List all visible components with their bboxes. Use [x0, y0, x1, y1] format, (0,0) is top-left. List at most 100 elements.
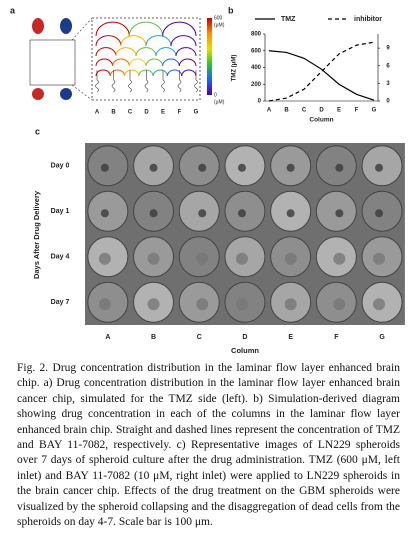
channel [135, 47, 157, 57]
spheroid [375, 209, 384, 218]
legend-label: inhibitor [354, 16, 382, 23]
channel [181, 69, 197, 77]
channel [145, 58, 164, 67]
channel [128, 21, 164, 37]
channel [128, 58, 147, 67]
column-label: A [95, 110, 100, 116]
spheroid [373, 252, 386, 265]
chamber [95, 79, 99, 93]
chamber [194, 79, 198, 93]
spheroid [286, 163, 295, 172]
panel-label: b [228, 5, 234, 15]
chamber [161, 79, 165, 93]
row-label: Day 4 [51, 254, 70, 261]
series-line [268, 41, 375, 102]
channel [162, 21, 197, 37]
x-tick-label: B [284, 108, 289, 114]
column-label: E [161, 110, 165, 116]
channel [95, 35, 122, 47]
y-tick-label: 800 [251, 32, 262, 38]
channel [178, 58, 197, 67]
row-label: Day 7 [51, 299, 70, 306]
y-axis-label: Days After Drug Delivery [32, 190, 41, 279]
colorbar-label: 600 [214, 15, 223, 21]
x-tick-label: A [267, 108, 272, 114]
spheroid [284, 252, 297, 265]
chip-diagram [29, 17, 212, 101]
y-axis-label: TMZ (μM) [232, 55, 238, 82]
spheroid [284, 298, 297, 311]
column-label: B [151, 334, 156, 341]
column-label: D [242, 334, 247, 341]
column-label: G [379, 334, 385, 341]
spheroid [198, 163, 207, 172]
zoom-line [71, 84, 93, 101]
spheroid [198, 209, 207, 218]
column-label: E [288, 334, 293, 341]
spheroid [286, 209, 295, 218]
spheroid [335, 209, 344, 218]
y-tick-label: 0 [258, 99, 262, 105]
channel [124, 69, 140, 77]
channel [175, 47, 197, 57]
spheroid [147, 298, 160, 311]
chamber [128, 79, 132, 93]
zoom-box [91, 17, 201, 101]
spheroid [149, 163, 158, 172]
column-label: F [178, 110, 182, 116]
inlet-right [60, 18, 72, 34]
outlet-right [60, 88, 72, 100]
spheroid [235, 298, 248, 311]
series-line [268, 50, 375, 101]
spheroid [98, 252, 111, 265]
spheroid [147, 252, 160, 265]
y-tick-label: 200 [251, 82, 262, 88]
y-tick-label: 600 [251, 48, 262, 54]
chamber [111, 79, 116, 93]
chamber [177, 79, 182, 93]
spheroid [196, 252, 209, 265]
x-tick-label: C [302, 108, 307, 114]
spheroid [237, 163, 246, 172]
spheroid [100, 163, 109, 172]
channel [95, 21, 130, 37]
y2-tick-label: 6 [386, 63, 390, 69]
spheroid [333, 298, 346, 311]
chamber [144, 79, 149, 93]
channel [95, 69, 111, 77]
colorbar-label: 0 [214, 92, 217, 98]
channel [112, 58, 130, 67]
outlet-left [32, 88, 44, 100]
y2-tick-label: 3 [386, 81, 390, 87]
spheroid [375, 163, 384, 172]
spheroid [98, 298, 111, 311]
chip-outline [29, 39, 76, 86]
row-label: Day 0 [51, 163, 70, 170]
panel-label: a [10, 5, 16, 15]
x-axis-label: Column [309, 117, 333, 124]
channel [170, 35, 197, 47]
x-tick-label: D [319, 108, 324, 114]
legend-label: TMZ [281, 16, 296, 23]
spheroid [373, 298, 386, 311]
column-label: A [105, 334, 110, 341]
channel [155, 47, 177, 57]
colorbar-label: (μM) [214, 99, 225, 105]
x-tick-label: G [372, 108, 377, 114]
y2-tick-label: 0 [386, 99, 390, 105]
x-tick-label: E [337, 108, 341, 114]
y2-tick-label: 9 [386, 46, 390, 52]
channel [115, 47, 137, 57]
column-label: C [197, 334, 202, 341]
channel [152, 69, 168, 77]
x-axis-label: Column [231, 346, 259, 355]
column-label: B [111, 110, 116, 116]
spheroid [235, 252, 248, 265]
row-label: Day 1 [51, 208, 70, 215]
channel [145, 35, 172, 47]
spheroid [237, 209, 246, 218]
figure: a 600 (μM) 0 (μM) b c A B C D E F G 0 200 400 600 8… [10, 5, 405, 355]
x-tick-label: F [355, 108, 359, 114]
panel-label: c [35, 126, 40, 136]
